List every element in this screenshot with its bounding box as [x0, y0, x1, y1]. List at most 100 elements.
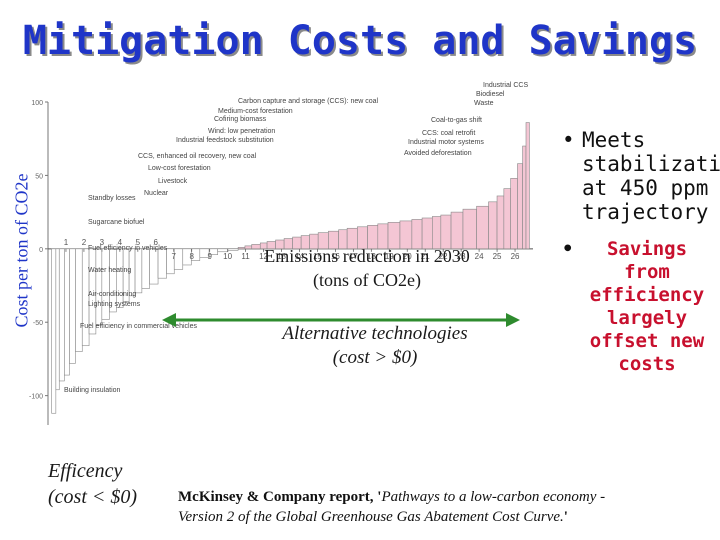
x-tick-label: 7 — [172, 252, 177, 261]
bullet2-line4: largely — [606, 307, 688, 329]
x-tick-label: 22 — [439, 252, 448, 261]
cost-curve-bar — [476, 205, 489, 250]
x-tick-label: 4 — [118, 238, 123, 247]
x-tick-label: 14 — [295, 252, 304, 261]
lever-label-right: Biodiesel — [476, 91, 505, 98]
cost-curve-bar — [517, 163, 523, 250]
cost-curve-bar — [69, 248, 76, 364]
cost-curve-bar — [101, 248, 110, 320]
x-tick-label: 6 — [154, 238, 159, 247]
cost-curve-bar — [462, 208, 477, 250]
lever-label-negative: Water heating — [88, 267, 131, 274]
bullet2-line2: from — [624, 261, 670, 283]
x-tick-label: 20 — [403, 252, 412, 261]
cost-curve-bar — [95, 248, 103, 326]
bullet1-line1: Meets — [582, 128, 646, 152]
x-tick-label: 13 — [277, 252, 286, 261]
cost-curve-bar — [64, 248, 70, 376]
x-axis-label-line1: Emissions reduction in 2030 — [264, 246, 470, 266]
alt-line2: (cost > $0) — [332, 347, 418, 368]
lever-label-negative: Fuel efficiency in commercial vehicles — [80, 323, 197, 330]
citation-title-part2: Version 2 of the Global Greenhouse Gas A… — [178, 509, 564, 525]
bullet2-line5: offset new — [589, 330, 705, 352]
cost-curve-bar — [55, 248, 60, 391]
x-tick-label: 23 — [457, 252, 466, 261]
cost-curve-bar — [503, 188, 511, 250]
x-tick-label: 11 — [241, 252, 250, 261]
bullet-item-stabilization: • Meets stabilization at 450 ppm traject… — [560, 128, 720, 224]
y-tick-label: -50 — [33, 320, 43, 327]
lever-label-negative: Lighting systems — [88, 301, 141, 308]
cost-curve-bar — [488, 201, 498, 250]
lever-label-negative: Standby losses — [88, 195, 136, 202]
source-citation: McKinsey & Company report, 'Pathways to … — [178, 487, 708, 527]
cost-curve-bar — [525, 122, 530, 250]
eff-line1: Efficency — [48, 460, 123, 482]
y-tick-label: 100 — [31, 100, 43, 107]
lever-label-positive: Industrial feedstock substitution — [176, 137, 274, 144]
lever-label-positive: Medium-cost forestation — [218, 108, 293, 115]
x-tick-label: 16 — [331, 252, 340, 261]
x-tick-label: 12 — [259, 252, 268, 261]
citation-close-quote: ' — [563, 509, 568, 525]
bullet1-line3: at 450 ppm — [582, 176, 709, 200]
x-tick-label: 10 — [223, 252, 232, 261]
bullet2-line6: costs — [618, 353, 676, 375]
lever-label-right: CCS: coal retrofit — [422, 130, 475, 137]
y-tick-label: 50 — [35, 173, 43, 180]
citation-line2: Version 2 of the Global Greenhouse Gas A… — [178, 507, 708, 527]
x-tick-label: 1 — [64, 238, 69, 247]
x-tick-label: 15 — [313, 252, 322, 261]
lever-label-negative: Sugarcane biofuel — [88, 219, 145, 226]
lever-label-positive: Cofiring biomass — [214, 116, 267, 123]
bullet-item-savings: • Savings from efficiency largely offset… — [560, 238, 720, 376]
x-tick-label: 8 — [189, 252, 194, 261]
cost-curve-bar — [134, 248, 143, 294]
x-tick-label: 19 — [385, 252, 394, 261]
x-tick-label: 18 — [367, 252, 376, 261]
y-tick-label: 0 — [39, 247, 43, 254]
alternative-technologies-label: Alternative technologies (cost > $0) — [230, 322, 520, 370]
cost-curve-bar — [58, 248, 65, 382]
x-tick-label: 21 — [421, 252, 430, 261]
lever-label-positive: Carbon capture and storage (CCS): new co… — [238, 98, 379, 105]
x-axis-label-line2: (tons of CO2e) — [313, 270, 421, 290]
bullet1-line4: trajectory — [582, 200, 709, 224]
lever-label-right: Industrial motor systems — [408, 139, 484, 146]
cost-curve-bar — [522, 145, 527, 250]
eff-line2: (cost < $0) — [48, 486, 138, 508]
bullet-dot: • — [562, 128, 575, 152]
alt-line1: Alternative technologies — [282, 323, 468, 344]
lever-label-positive: CCS, enhanced oil recovery, new coal — [138, 153, 257, 160]
slide-title: Mitigation Costs and Savings — [22, 18, 698, 64]
y-tick-label: -100 — [29, 394, 43, 401]
x-tick-label: 26 — [511, 252, 520, 261]
lever-label-negative: Fuel efficiency in vehicles — [88, 245, 168, 252]
cost-curve-bar — [75, 248, 83, 352]
x-tick-label: 2 — [82, 238, 87, 247]
citation-source: McKinsey & Company report, ' — [178, 489, 382, 505]
x-tick-label: 24 — [475, 252, 484, 261]
lever-label-right: Coal-to-gas shift — [431, 117, 482, 124]
cost-curve-bar — [149, 248, 159, 285]
efficiency-label: Efficency (cost < $0) — [30, 458, 180, 510]
cost-curve-bar — [141, 248, 150, 289]
cost-curve-bar — [116, 248, 124, 308]
cost-curve-bar — [51, 248, 57, 414]
cost-curve-bar — [510, 178, 518, 250]
lever-label-positive: Livestock — [158, 178, 188, 185]
x-tick-label: 3 — [100, 238, 105, 247]
lever-label-positive: Nuclear — [144, 190, 169, 197]
cost-curve-bar — [157, 248, 167, 279]
x-tick-label: 9 — [207, 252, 212, 261]
bullet1-line2: stabilization — [582, 152, 720, 176]
bullet2-line1: Savings — [606, 238, 688, 260]
x-tick-label: 17 — [349, 252, 358, 261]
bullet-list: • Meets stabilization at 450 ppm traject… — [560, 128, 720, 376]
bullet2-line3: efficiency — [589, 284, 705, 306]
lever-label-positive: Low-cost forestation — [148, 165, 211, 172]
bullet-dot: • — [562, 238, 574, 260]
lever-label-negative: Air-conditioning — [88, 291, 136, 298]
lever-label-negative: Building insulation — [64, 387, 121, 394]
